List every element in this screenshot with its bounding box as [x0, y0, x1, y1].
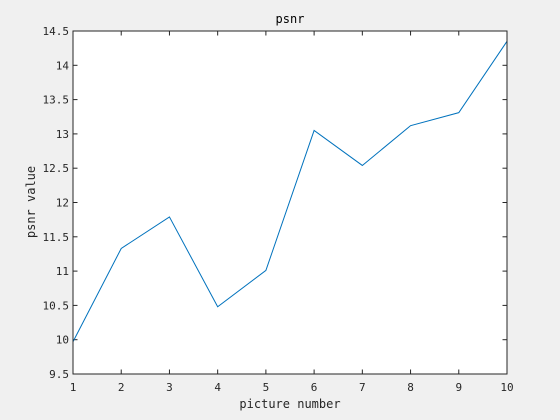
y-axis-label: psnr value [24, 166, 38, 238]
y-tick-label: 12 [56, 197, 69, 210]
y-tick-label: 14.5 [43, 25, 70, 38]
y-tick-label: 9.5 [49, 368, 69, 381]
x-tick-label: 10 [500, 381, 513, 394]
y-tick-label: 10 [56, 334, 69, 347]
x-tick-label: 6 [311, 381, 318, 394]
y-tick-label: 13.5 [43, 94, 70, 107]
tick-labels-layer: 1 2 3 4 5 6 7 8 9 109.51010.51111.51212.51313.514… [43, 25, 514, 394]
axes-box [72, 30, 508, 375]
y-tick-label: 14 [56, 59, 70, 72]
x-tick-label: 9 [455, 381, 462, 394]
x-tick-label: 3 [166, 381, 173, 394]
series-layer [72, 41, 508, 342]
x-tick-label: 5 [263, 381, 270, 394]
chart-title: psnr [276, 12, 305, 26]
y-tick-label: 11 [56, 265, 69, 278]
series-line [72, 41, 508, 342]
x-tick-label: 8 [407, 381, 414, 394]
x-tick-label: 2 [118, 381, 125, 394]
y-tick-label: 11.5 [43, 231, 70, 244]
ticks-layer [72, 30, 508, 375]
x-tick-label: 7 [359, 381, 366, 394]
plot-area [73, 31, 507, 374]
y-tick-label: 10.5 [43, 299, 70, 312]
x-axis-label: picture number [239, 397, 340, 411]
y-tick-label: 12.5 [43, 162, 70, 175]
x-tick-label: 4 [214, 381, 221, 394]
y-tick-label: 13 [56, 128, 69, 141]
x-tick-label: 1 [70, 381, 77, 394]
